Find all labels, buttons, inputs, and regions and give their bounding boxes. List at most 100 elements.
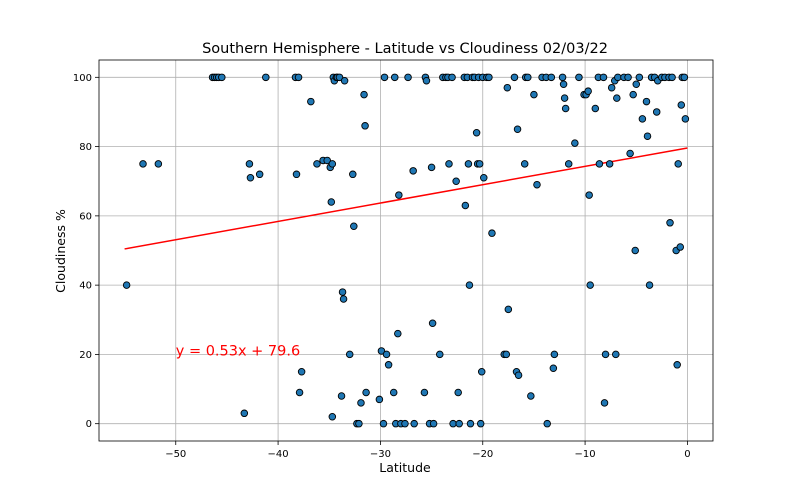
data-point <box>560 94 569 102</box>
regression-equation: y = 0.53x + 79.6 <box>176 343 300 359</box>
data-point <box>503 83 512 92</box>
data-point <box>362 388 370 397</box>
data-point <box>355 419 363 428</box>
data-point <box>629 90 637 99</box>
data-point <box>394 329 402 338</box>
data-point <box>465 281 474 289</box>
data-point <box>452 177 460 185</box>
data-point <box>607 83 616 92</box>
data-point <box>652 108 661 116</box>
data-point <box>361 122 369 130</box>
chart-title: Southern Hemisphere - Latitude vs Cloudi… <box>202 41 608 57</box>
data-point <box>395 191 403 199</box>
data-point <box>380 73 389 82</box>
data-point <box>420 388 429 397</box>
data-point <box>292 170 301 179</box>
data-point <box>549 364 558 373</box>
data-point <box>328 160 337 168</box>
x-axis: −50 −40 −30 −20 −10 0 <box>165 441 691 460</box>
data-point <box>605 160 614 168</box>
data-point <box>246 174 255 182</box>
data-point <box>382 350 391 359</box>
data-point <box>645 281 654 289</box>
regression-line <box>124 147 688 250</box>
data-point <box>666 219 674 227</box>
y-axis-label: Cloudiness % <box>53 209 68 293</box>
data-point <box>595 160 604 168</box>
data-point <box>676 243 685 251</box>
data-point <box>599 73 608 82</box>
data-point <box>614 73 622 82</box>
data-point <box>350 222 358 231</box>
data-point <box>464 160 473 168</box>
data-point <box>297 367 306 376</box>
data-point <box>245 160 254 168</box>
data-point <box>504 305 513 314</box>
data-point <box>624 73 632 82</box>
data-point <box>389 388 398 397</box>
data-point <box>550 350 559 359</box>
data-point <box>328 413 337 421</box>
data-point <box>294 73 303 82</box>
data-point <box>586 281 594 289</box>
data-point <box>612 350 620 359</box>
data-point <box>564 160 573 168</box>
data-point <box>476 419 485 428</box>
data-point <box>384 361 393 369</box>
data-point <box>429 419 438 428</box>
data-point <box>337 392 346 400</box>
data-point <box>674 160 682 168</box>
data-point <box>335 73 344 82</box>
data-point <box>461 201 470 210</box>
data-point <box>513 125 522 134</box>
data-point <box>488 229 496 237</box>
grid <box>99 60 713 441</box>
data-point <box>559 80 568 88</box>
data-point <box>345 350 354 359</box>
data-point <box>436 350 444 359</box>
data-point <box>520 160 529 168</box>
x-tick-label: −50 <box>165 449 186 460</box>
data-point <box>668 73 676 82</box>
data-point <box>510 73 519 82</box>
data-point <box>448 73 456 82</box>
data-point <box>240 409 249 418</box>
data-point <box>558 73 567 82</box>
data-point <box>571 139 579 147</box>
y-tick-label: 40 <box>79 281 92 292</box>
data-point <box>401 419 409 428</box>
y-tick-label: 20 <box>79 350 92 361</box>
data-point <box>632 80 641 88</box>
x-axis-label: Latitude <box>379 460 431 475</box>
data-point <box>601 350 610 359</box>
data-point <box>313 160 321 168</box>
data-point <box>327 198 336 206</box>
y-tick-label: 80 <box>79 142 92 153</box>
data-point <box>514 371 523 379</box>
data-point <box>428 319 437 327</box>
data-point <box>409 167 417 175</box>
y-tick-label: 100 <box>73 73 92 84</box>
data-point <box>427 163 436 172</box>
data-point <box>349 170 357 179</box>
data-point <box>585 191 593 199</box>
data-point <box>561 104 570 113</box>
data-point <box>323 156 331 165</box>
data-point <box>360 90 368 99</box>
data-point <box>390 73 399 82</box>
data-point <box>502 350 511 359</box>
data-point <box>530 90 538 99</box>
data-point <box>295 388 304 397</box>
y-tick-label: 60 <box>79 211 92 222</box>
data-point <box>338 288 347 296</box>
data-point <box>638 115 647 123</box>
data-point <box>681 115 690 123</box>
x-tick-label: −40 <box>268 449 289 460</box>
data-point <box>677 101 686 109</box>
data-point <box>643 132 652 140</box>
data-point <box>375 395 384 404</box>
data-point <box>404 73 412 82</box>
data-point <box>524 73 532 82</box>
data-point <box>122 281 131 289</box>
